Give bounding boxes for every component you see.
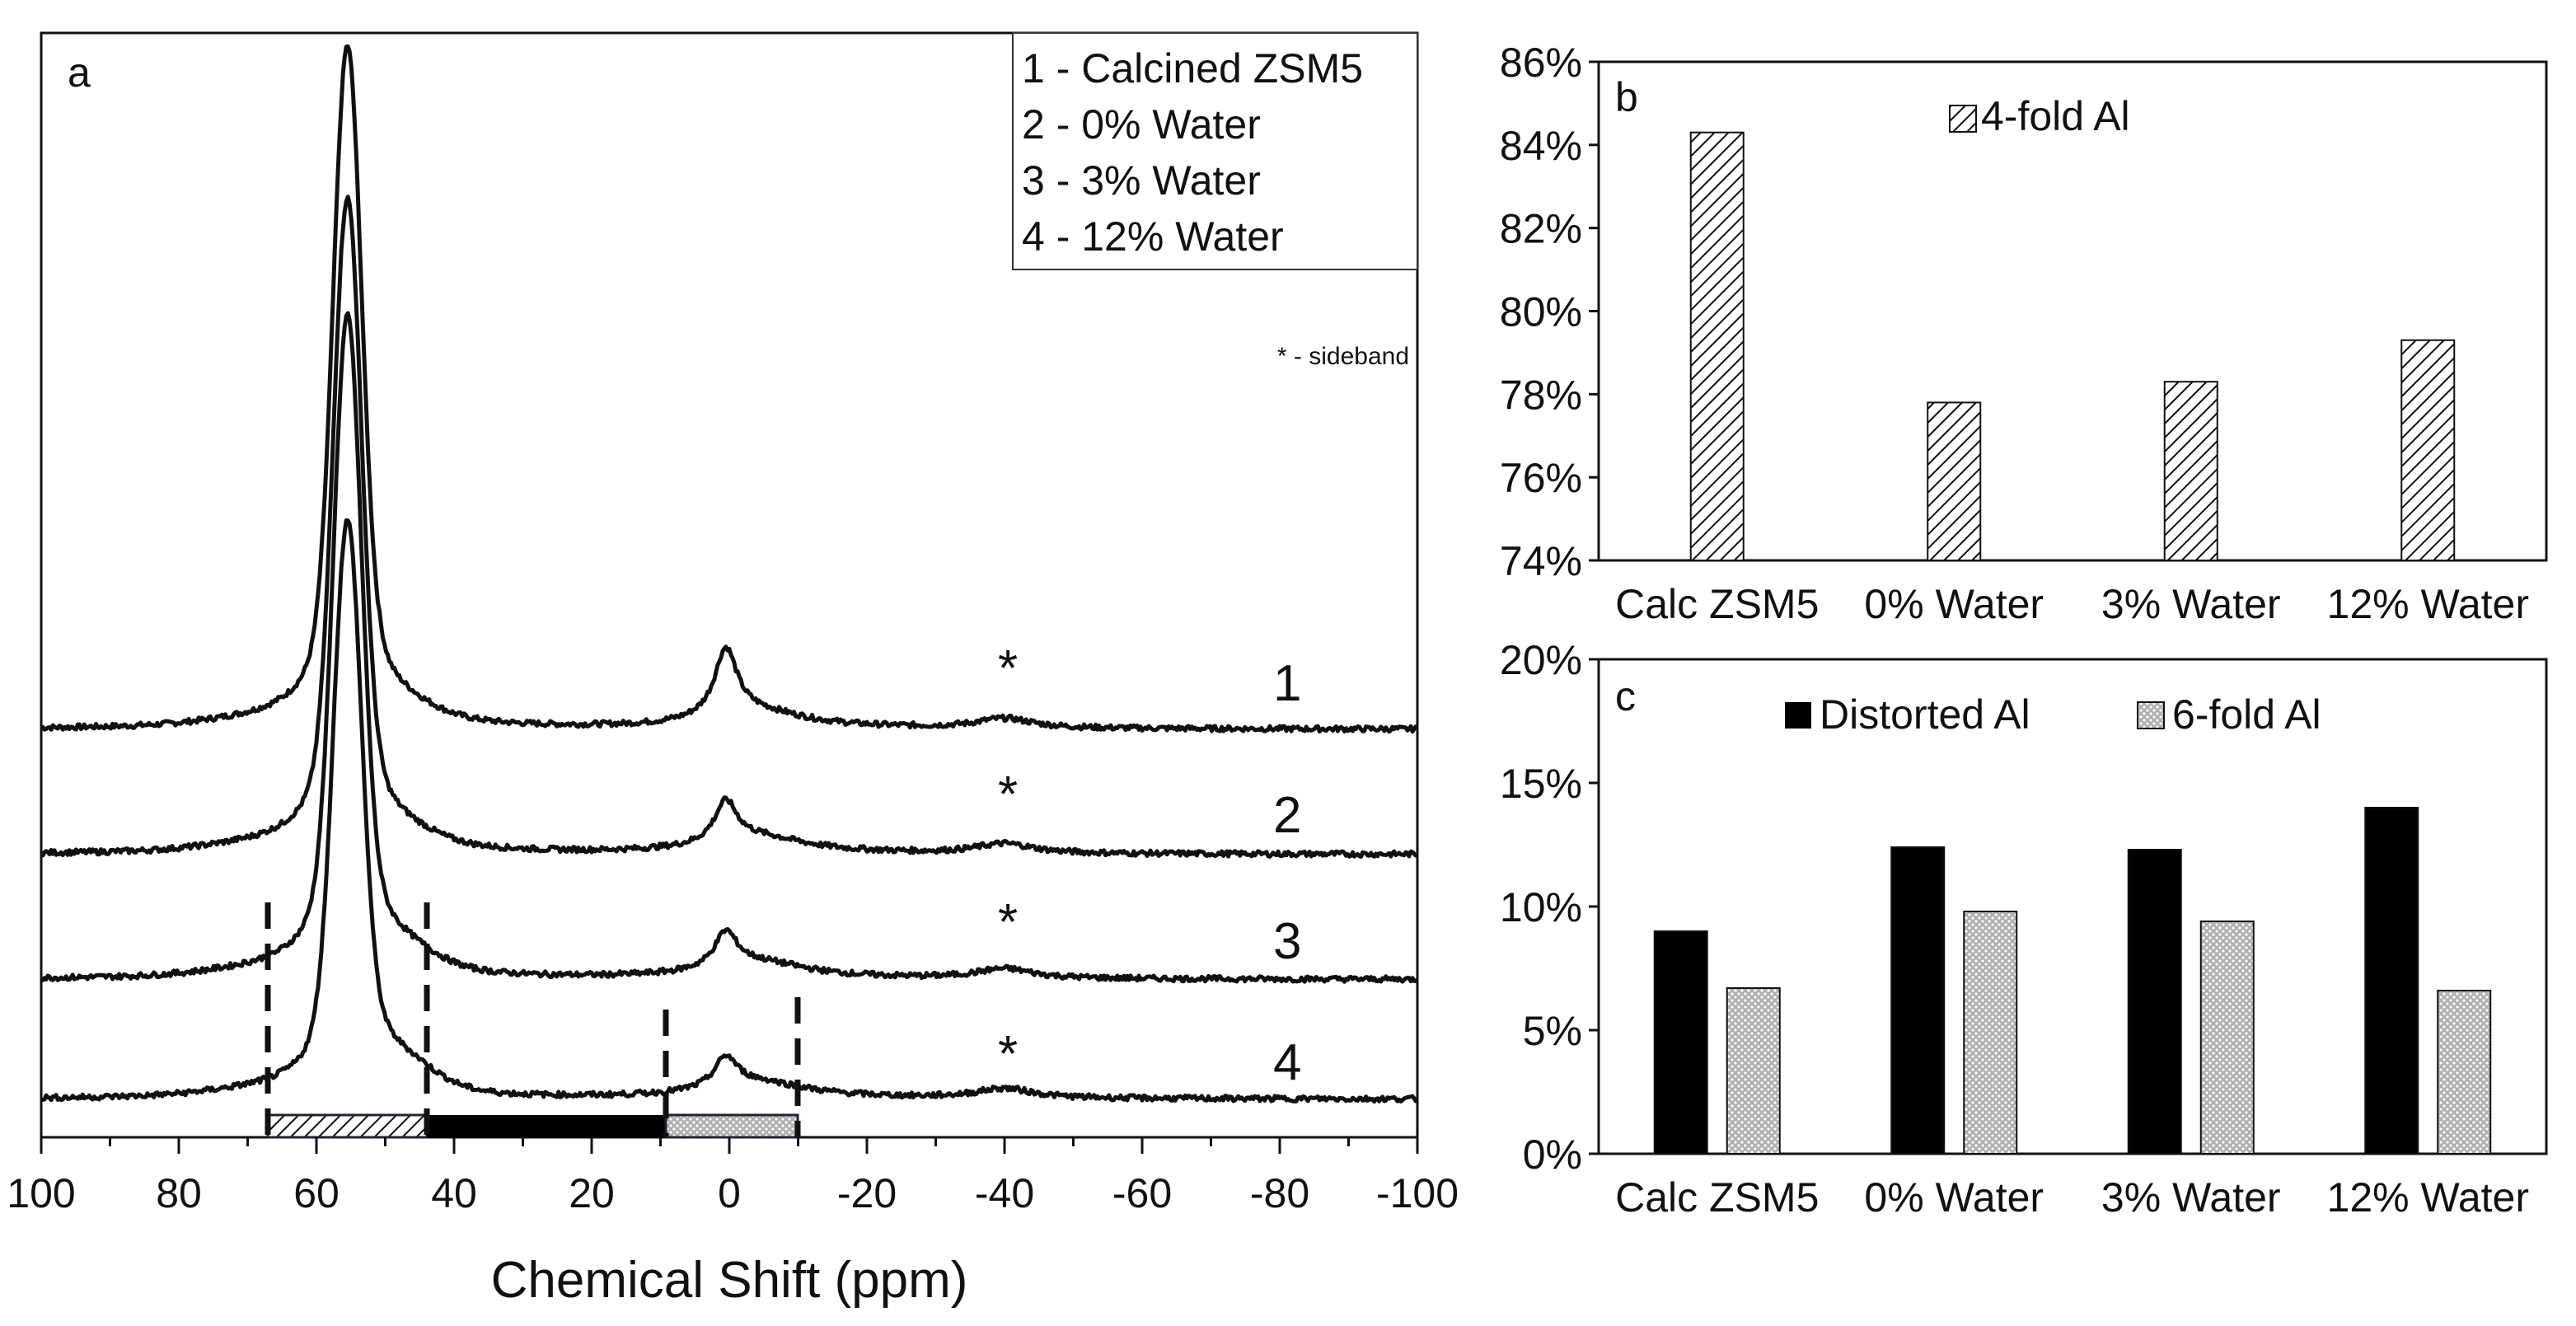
- x-category-label: 0% Water: [1864, 1174, 2044, 1221]
- sideband-markers: * * * *: [998, 640, 1018, 1083]
- panel-b-bars: [1689, 131, 2456, 562]
- x-tick-label: 20: [569, 1170, 615, 1216]
- x-category-label: 3% Water: [2101, 1174, 2281, 1221]
- x-tick-label: -20: [837, 1170, 897, 1216]
- x-tick-label: -40: [975, 1170, 1034, 1216]
- bar-distorted-al-0-water: [1890, 846, 1946, 1155]
- x-tick-label: 100: [7, 1170, 75, 1216]
- x-tick-label: 80: [156, 1170, 202, 1216]
- region-bar-distorted: [427, 1115, 666, 1137]
- region-bar-6fold: [664, 1113, 799, 1139]
- spectrum-labels: 1 2 3 4: [1273, 655, 1301, 1091]
- panel-a-x-axis: 100 80 60 40 20 0 -20 -40 -60 -80 -100: [7, 1137, 1459, 1216]
- spectrum-label-4: 4: [1273, 1034, 1301, 1091]
- panel-a-dashed-lines: [265, 902, 801, 1137]
- x-category-label: Calc ZSM5: [1615, 581, 1819, 627]
- x-category-label: 3% Water: [2101, 581, 2281, 627]
- spectrum-label-1: 1: [1273, 655, 1301, 712]
- sideband-annotation: * - sideband: [1277, 343, 1409, 370]
- spectra-group: [40, 44, 1419, 1104]
- spectrum-line-2: [40, 194, 1418, 859]
- panel-b: b 74% 76% 78% 80% 82% 84% 86% Calc ZSM5 0% Wate…: [1500, 40, 2548, 627]
- spectrum-line-1: [40, 44, 1419, 734]
- spectrum-label-3: 3: [1273, 913, 1301, 970]
- y-tick-label: 74%: [1500, 538, 1582, 584]
- y-tick-label: 82%: [1500, 206, 1582, 252]
- y-tick-label: 10%: [1500, 884, 1582, 930]
- y-tick-label: 15%: [1500, 761, 1582, 807]
- legend-label-6fold: 6-fold Al: [2172, 691, 2321, 738]
- bar-6-fold-al-calc-zsm5: [1726, 987, 1781, 1155]
- bar-6-fold-al-3-water: [2199, 921, 2255, 1155]
- y-tick-label: 84%: [1500, 123, 1582, 169]
- bar-distorted-al-calc-zsm5: [1653, 930, 1708, 1155]
- bar-4-fold-al-3-water: [2163, 381, 2218, 562]
- x-tick-label: -100: [1376, 1170, 1459, 1216]
- bar-6-fold-al-0-water: [1963, 911, 2018, 1155]
- legend-label-distorted: Distorted Al: [1820, 691, 2030, 738]
- y-tick-label: 78%: [1500, 372, 1582, 418]
- y-tick-label: 20%: [1500, 637, 1582, 683]
- panel-b-letter: b: [1615, 74, 1638, 120]
- panel-c: c 0% 5% 10% 15% 20% Calc ZSM5 0% Water 3% Wate…: [1500, 637, 2548, 1221]
- legend-entry-1: 1 - Calcined ZSM5: [1022, 45, 1363, 91]
- panel-a-region-bars: [266, 1113, 799, 1139]
- spectrum-label-2: 2: [1273, 787, 1301, 844]
- x-tick-label: 0: [718, 1170, 741, 1216]
- sideband-marker-2: *: [998, 766, 1018, 823]
- panel-a-x-axis-title: Chemical Shift (ppm): [491, 1252, 968, 1309]
- bar-distorted-al-12-water: [2364, 807, 2419, 1155]
- y-tick-label: 76%: [1500, 455, 1582, 501]
- panel-a-legend-box: [1012, 32, 1418, 270]
- bar-6-fold-al-12-water: [2437, 990, 2492, 1155]
- sideband-marker-4: *: [998, 1026, 1018, 1083]
- bar-distorted-al-3-water: [2127, 849, 2182, 1155]
- panel-c-legend: Distorted Al 6-fold Al: [1785, 691, 2321, 738]
- x-category-label: 0% Water: [1864, 581, 2044, 627]
- panel-b-legend: 4-fold Al: [1949, 93, 2130, 139]
- panel-a-letter: a: [68, 49, 91, 96]
- x-tick-label: -60: [1112, 1170, 1172, 1216]
- panel-c-bars: [1653, 807, 2492, 1155]
- legend-label-4fold: 4-fold Al: [1981, 93, 2130, 139]
- legend-swatch-distorted: [1785, 702, 1811, 729]
- sideband-marker-1: *: [998, 640, 1018, 697]
- legend-swatch-6fold: [2137, 701, 2165, 729]
- sideband-marker-3: *: [998, 894, 1018, 951]
- legend-entry-2: 2 - 0% Water: [1022, 101, 1261, 148]
- x-tick-label: 60: [293, 1170, 340, 1216]
- y-tick-label: 0%: [1523, 1132, 1582, 1178]
- x-tick-label: -80: [1250, 1170, 1309, 1216]
- x-tick-label: 40: [431, 1170, 477, 1216]
- legend-swatch-4fold: [1949, 105, 1977, 133]
- panel-a: a 1 2 3 4 * * * * 1 - Calcined ZSM: [7, 31, 1459, 1309]
- bar-4-fold-al-0-water: [1927, 401, 1982, 561]
- region-bar-4fold: [266, 1113, 429, 1139]
- panel-c-x-categories: Calc ZSM5 0% Water 3% Water 12% Water: [1615, 1174, 2529, 1221]
- panel-a-legend: 1 - Calcined ZSM5 2 - 0% Water 3 - 3% Wa…: [1012, 32, 1418, 270]
- x-category-label: 12% Water: [2327, 581, 2529, 627]
- spectrum-line-3: [40, 311, 1419, 984]
- bar-4-fold-al-12-water: [2400, 339, 2456, 561]
- x-category-label: 12% Water: [2327, 1174, 2529, 1221]
- legend-entry-3: 3 - 3% Water: [1022, 157, 1261, 204]
- y-tick-label: 80%: [1500, 289, 1582, 335]
- panel-c-y-axis: 0% 5% 10% 15% 20%: [1500, 637, 1599, 1178]
- spectrum-line-4: [40, 518, 1419, 1104]
- y-tick-label: 5%: [1523, 1008, 1582, 1054]
- bar-4-fold-al-calc-zsm5: [1689, 131, 1745, 562]
- panel-b-x-categories: Calc ZSM5 0% Water 3% Water 12% Water: [1615, 581, 2529, 627]
- y-tick-label: 86%: [1500, 40, 1582, 86]
- panel-b-y-axis: 74% 76% 78% 80% 82% 84% 86%: [1500, 40, 1599, 584]
- x-category-label: Calc ZSM5: [1615, 1174, 1819, 1221]
- panel-c-letter: c: [1615, 673, 1636, 719]
- legend-entry-4: 4 - 12% Water: [1022, 213, 1284, 260]
